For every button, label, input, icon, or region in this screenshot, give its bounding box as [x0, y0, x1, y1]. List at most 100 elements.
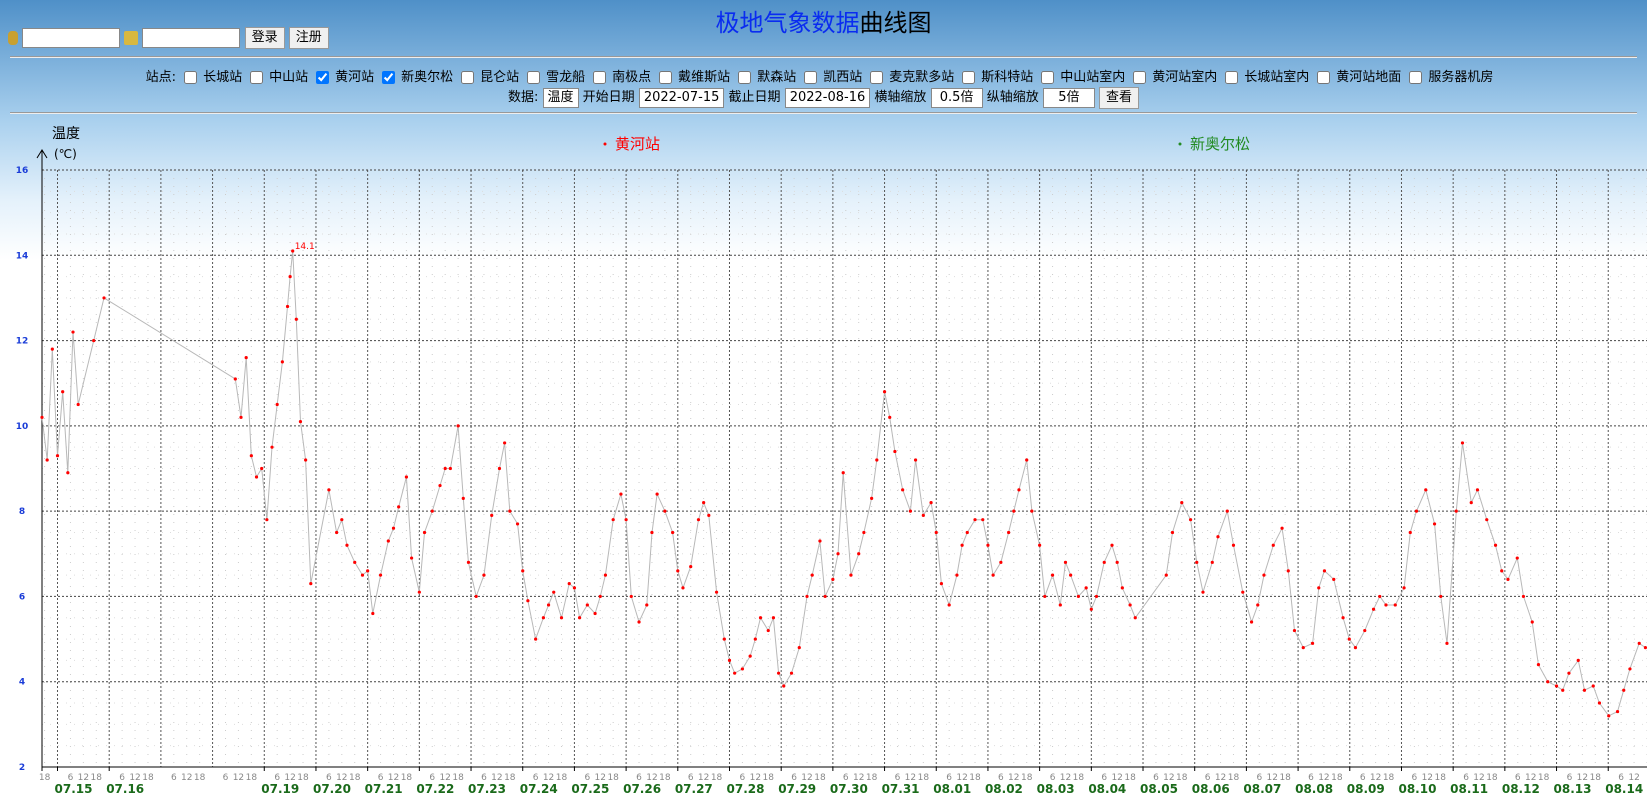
data-point	[55, 454, 60, 458]
station-option[interactable]: 长城站	[184, 70, 242, 85]
data-select[interactable]: 温度	[542, 87, 579, 108]
data-point	[45, 458, 49, 462]
register-button[interactable]: 注册	[288, 27, 329, 49]
data-point	[999, 560, 1003, 564]
data-point	[1506, 577, 1510, 581]
x-tick-label: 08.14	[1605, 782, 1643, 796]
station-name: 中山站	[269, 70, 309, 85]
minor-x-tick-label: 18	[349, 773, 361, 783]
station-option[interactable]: 中山站	[250, 70, 308, 85]
station-option[interactable]: 斯科特站	[962, 70, 1033, 85]
station-checkbox[interactable]	[316, 71, 330, 84]
station-option[interactable]: 新奥尔松	[382, 70, 453, 85]
data-point	[598, 594, 602, 599]
data-point	[831, 577, 835, 581]
view-button[interactable]: 查看	[1098, 86, 1139, 109]
data-point	[1262, 573, 1266, 577]
minor-x-tick-label: 12	[905, 773, 916, 783]
station-option[interactable]: 黄河站地面	[1317, 70, 1401, 85]
station-checkbox[interactable]	[382, 71, 396, 84]
station-checkbox[interactable]	[1041, 71, 1055, 84]
data-point	[766, 628, 770, 633]
station-option[interactable]: 麦克默多站	[870, 70, 954, 85]
minor-x-tick-label: 6	[1256, 773, 1262, 783]
username-input[interactable]	[22, 28, 121, 48]
data-point	[862, 530, 866, 535]
station-checkbox[interactable]	[738, 71, 752, 84]
station-checkbox[interactable]	[659, 71, 673, 84]
station-checkbox[interactable]	[184, 71, 198, 84]
minor-x-tick-label: 12	[1215, 773, 1226, 783]
x-tick-label: 08.04	[1088, 782, 1126, 796]
minor-x-tick-label: 12	[750, 773, 761, 783]
password-input[interactable]	[142, 28, 241, 48]
data-point	[1195, 560, 1199, 564]
minor-x-tick-label: 18	[1331, 773, 1343, 783]
station-option[interactable]: 黄河站室内	[1133, 70, 1217, 85]
data-point	[1332, 577, 1336, 581]
x-tick-label: 08.03	[1037, 782, 1075, 796]
data-point	[1102, 560, 1106, 564]
station-checkbox[interactable]	[593, 71, 607, 84]
minor-x-tick-label: 6	[1412, 773, 1418, 783]
separator	[10, 56, 1637, 58]
station-option[interactable]: 南极点	[593, 70, 651, 85]
station-checkbox[interactable]	[527, 71, 541, 84]
x-tick-label: 08.05	[1140, 782, 1178, 796]
station-option[interactable]: 雪龙船	[527, 70, 585, 85]
x-tick-label: 07.30	[830, 782, 868, 796]
station-checkbox[interactable]	[1133, 71, 1147, 84]
x-tick-label: 08.08	[1295, 782, 1333, 796]
data-point	[366, 569, 370, 573]
station-option[interactable]: 昆仑站	[461, 70, 519, 85]
data-point	[1310, 641, 1315, 645]
station-name: 黄河站	[335, 70, 375, 85]
station-checkbox[interactable]	[250, 71, 264, 84]
minor-x-tick-label: 6	[843, 773, 849, 783]
end-date[interactable]: 2022-08-16	[784, 87, 871, 108]
data-point	[593, 611, 597, 616]
station-option[interactable]: 长城站室内	[1225, 70, 1309, 85]
station-option[interactable]: 服务器机房	[1409, 70, 1493, 85]
station-checkbox[interactable]	[1409, 71, 1423, 84]
station-option[interactable]: 中山站室内	[1041, 70, 1125, 85]
user-icon	[8, 31, 18, 45]
data-point	[655, 492, 659, 496]
station-checkbox[interactable]	[804, 71, 818, 84]
station-checkbox[interactable]	[461, 71, 475, 84]
minor-x-tick-label: 18	[607, 773, 619, 783]
data-point	[482, 573, 486, 577]
login-bar: 登录 注册	[8, 27, 329, 49]
station-option[interactable]: 戴维斯站	[659, 70, 730, 85]
minor-x-tick-label: 18	[452, 773, 464, 783]
data-point	[1485, 518, 1489, 522]
station-checkbox[interactable]	[1317, 71, 1331, 84]
y-axis-unit: (℃)	[54, 147, 77, 161]
data-point	[1231, 543, 1236, 547]
xzoom-select[interactable]: 0.5倍	[930, 87, 983, 108]
data-point	[443, 466, 447, 471]
data-point	[1094, 594, 1099, 599]
data-point	[461, 496, 465, 500]
minor-x-tick-label: 6	[688, 773, 694, 783]
minor-x-tick-label: 12	[1577, 773, 1588, 783]
data-point	[991, 573, 995, 577]
station-option[interactable]: 凯西站	[804, 70, 862, 85]
data-point	[1133, 616, 1137, 620]
minor-x-tick-label: 18	[969, 773, 981, 783]
station-option[interactable]: 默森站	[738, 70, 796, 85]
station-checkbox[interactable]	[1225, 71, 1239, 84]
station-checkbox[interactable]	[962, 71, 976, 84]
minor-x-tick-label: 12	[1267, 773, 1278, 783]
data-point	[714, 590, 719, 594]
y-tick-label: 12	[16, 337, 29, 347]
station-checkbox[interactable]	[870, 71, 884, 84]
station-label: 站点:	[145, 70, 177, 85]
series-line	[41, 250, 1646, 717]
yzoom-select[interactable]: 5倍	[1042, 87, 1095, 108]
minor-x-tick-label: 12	[646, 773, 657, 783]
data-point	[707, 513, 711, 518]
login-button[interactable]: 登录	[244, 27, 285, 49]
station-option[interactable]: 黄河站	[316, 70, 374, 85]
start-date[interactable]: 2022-07-15	[638, 87, 725, 108]
